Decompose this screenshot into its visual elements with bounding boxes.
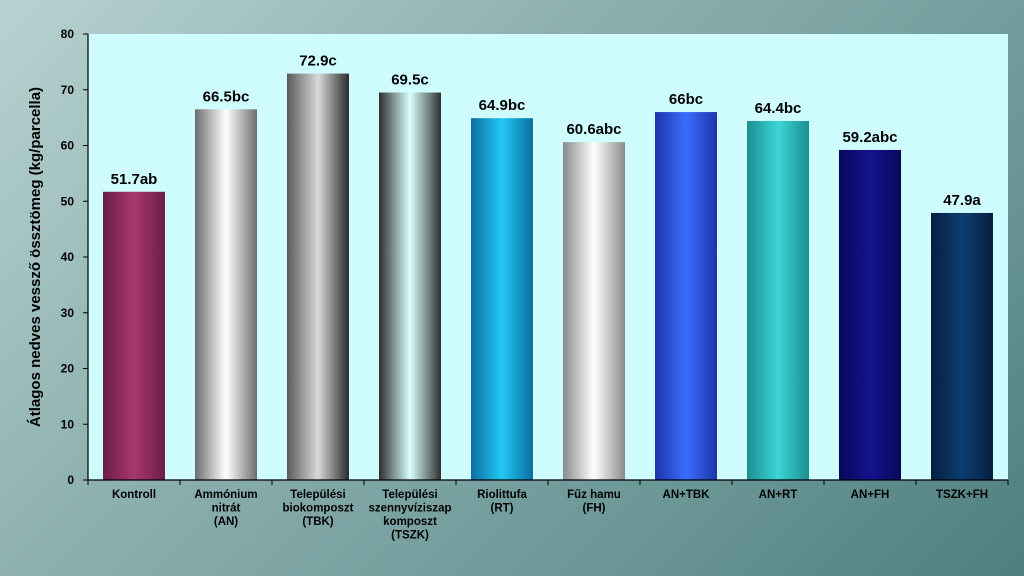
bar (563, 142, 625, 480)
y-tick-label: 20 (61, 362, 75, 376)
data-label: 59.2abc (842, 129, 897, 146)
data-label: 51.7ab (111, 171, 158, 188)
x-tick-label: Kontroll (112, 489, 156, 501)
x-tick-label: Riolittufa (RT) (477, 489, 527, 515)
bar (287, 73, 349, 481)
bar (379, 92, 441, 480)
data-label: 64.4bc (755, 100, 802, 117)
data-label: 47.9a (943, 192, 981, 209)
x-tick-label: AN+TBK (663, 489, 711, 501)
x-tick-label: Települési biokomposzt (TBK) (283, 489, 354, 528)
y-tick-label: 40 (61, 250, 75, 264)
bar (747, 120, 809, 480)
x-tick-label: Fűz hamu (FH) (567, 489, 621, 515)
x-tick-label: TSZK+FH (936, 489, 988, 501)
data-label: 72.9c (299, 53, 337, 70)
x-tick-label: AN+RT (759, 489, 798, 501)
y-axis-title: Átlagos nedves vessző össztömeg (kg/parc… (27, 87, 44, 427)
bar (471, 118, 533, 481)
y-tick-label: 10 (61, 417, 75, 431)
bar (103, 191, 165, 480)
bar (931, 212, 993, 480)
y-tick-label: 70 (61, 83, 75, 97)
y-tick-label: 30 (61, 306, 75, 320)
data-label: 64.9bc (479, 97, 526, 114)
data-label: 69.5c (391, 72, 429, 89)
data-label: 66bc (669, 91, 703, 108)
data-label: 60.6abc (566, 121, 621, 138)
y-tick-label: 60 (61, 139, 75, 153)
y-tick-label: 0 (67, 473, 74, 487)
bar (839, 149, 901, 480)
y-tick-label: 50 (61, 194, 75, 208)
y-tick-label: 80 (61, 27, 75, 41)
bar (655, 112, 717, 481)
x-tick-label: Települési szennyvíziszap komposzt (TSZK) (368, 489, 451, 542)
x-tick-label: Ammónium nitrát (AN) (194, 489, 257, 528)
data-label: 66.5bc (203, 88, 250, 105)
x-tick-label: AN+FH (851, 489, 890, 501)
bar (195, 109, 257, 480)
